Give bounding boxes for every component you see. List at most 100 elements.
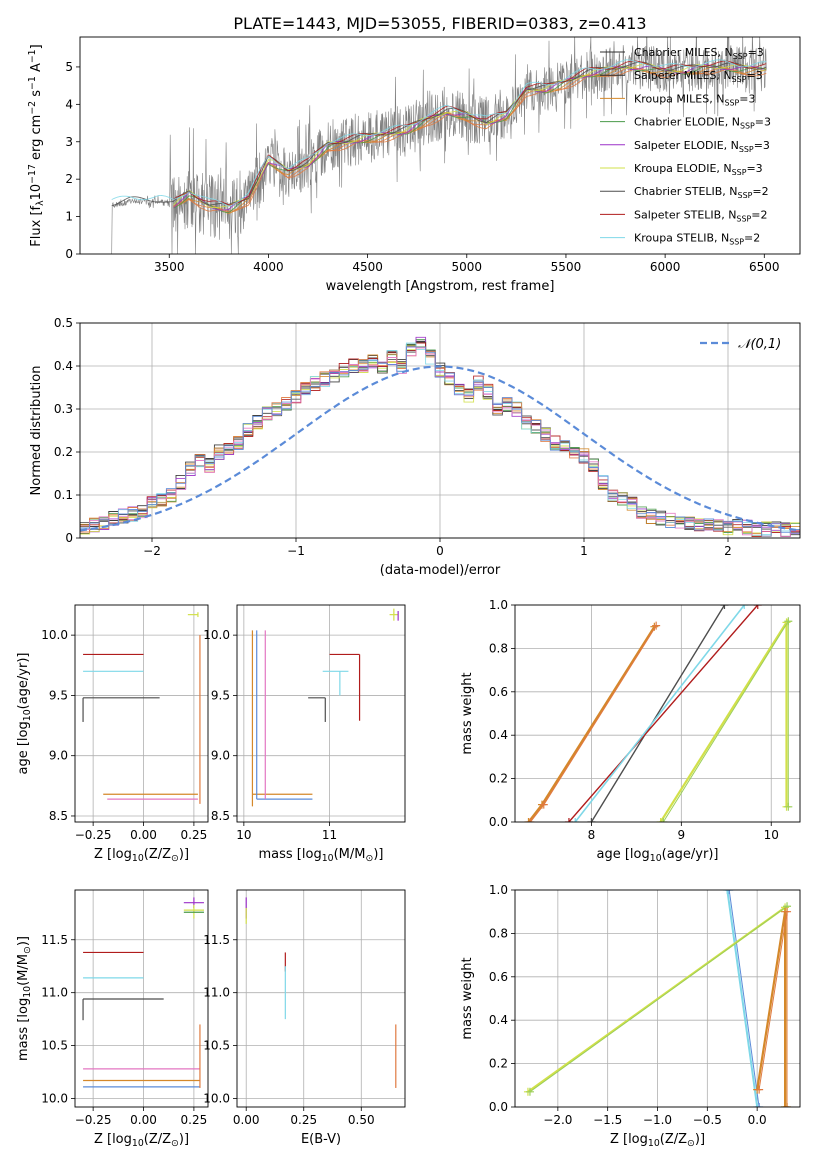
gaussian-legend-label: 𝒩(0,1): [738, 337, 781, 352]
spectrum-axes: 3500 4000 4500 5000 5500 6000 6500 0 1 2 3 4 5 wavele…: [27, 36, 801, 294]
mass-weight-marker: [723, 890, 732, 894]
spectrum-model-line: [173, 67, 767, 213]
age-vs-Z-xtick-label: 0.00: [130, 828, 157, 842]
age-vs-mass-ytick-label: 8.5: [211, 809, 230, 823]
age-vs-Z-ylabel: age [log10(age/yr)]: [16, 653, 33, 775]
massweight-vs-Z-xtick-label: −0.5: [693, 1113, 722, 1127]
age-vs-mass-xlabel: mass [log10(M/M⊙)]: [259, 847, 384, 864]
spectrum-ytick-label: 3: [65, 135, 73, 149]
legend-entry: Kroupa MILES, NSSP=3: [634, 92, 755, 107]
massweight-vs-age-xtick-label: 10: [764, 828, 779, 842]
massweight-vs-age-ytick-label: 1.0: [489, 598, 508, 612]
mass-vs-Z-ytick-label: 10.0: [41, 1092, 68, 1106]
massweight-vs-Z-xlabel: Z [log10(Z/Z⊙)]: [610, 1132, 705, 1149]
mass-weight-marker: [526, 818, 535, 822]
mass-vs-EBV-xtick-label: 0.00: [233, 1113, 260, 1127]
age-vs-Z-ytick-label: 9.5: [49, 688, 68, 702]
mass-vs-Z-plot-area: [82, 897, 204, 1088]
figure-title: PLATE=1443, MJD=53055, FIBERID=0383, z=0…: [233, 14, 646, 33]
age-vs-Z-xtick-label: 0.25: [181, 828, 208, 842]
age-vs-Z-plot-area: [82, 612, 201, 804]
massweight-vs-age-ytick-label: 0.8: [489, 641, 508, 655]
residuals-xtick-label: −1: [287, 544, 305, 558]
mass-weight-line: [529, 905, 788, 1107]
mass-vs-EBV-xlabel: E(B-V): [301, 1132, 341, 1147]
age-vs-Z-ytick-label: 10.0: [41, 628, 68, 642]
massweight-vs-age-frame: [514, 604, 801, 823]
mass-weight-marker: [720, 605, 729, 609]
residual-histogram-series: [80, 346, 800, 538]
massweight-vs-Z-ytick-label: 0.4: [489, 1013, 508, 1027]
legend-entry: Kroupa ELODIE, NSSP=3: [634, 162, 763, 177]
age-vs-mass-axes: 10 11 8.5 9.0 9.5 10.0 mass [log10(M/M⊙)]: [203, 604, 406, 864]
residuals-xtick-label: 0: [436, 544, 444, 558]
mass-vs-Z-ytick-label: 11.0: [41, 986, 68, 1000]
spectrum-xtick-label: 5000: [452, 260, 483, 274]
spectrum-xtick-label: 4000: [253, 260, 284, 274]
mass-vs-EBV-xtick-label: 0.25: [290, 1113, 317, 1127]
residuals-ylabel: Normed distribution: [29, 366, 44, 496]
age-vs-Z-ytick-label: 9.0: [49, 749, 68, 763]
massweight-vs-Z-ytick-label: 0.2: [489, 1057, 508, 1071]
residuals-xtick-label: −2: [143, 544, 161, 558]
residuals-plot-area: [80, 336, 800, 538]
errorbar-point: [389, 608, 399, 621]
mass-weight-line: [758, 911, 788, 1107]
errorbar-point: [256, 630, 313, 800]
spectrum-legend: Chabrier MILES, NSSP=3 Salpeter MILES, NS…: [600, 46, 771, 247]
errorbar-point: [82, 998, 164, 1021]
massweight-vs-Z-ytick-label: 1.0: [489, 883, 508, 897]
spectrum-ylabel: Flux [fλ10−17 erg cm−2 s−1 A−1]: [27, 44, 46, 246]
massweight-vs-age-ytick-label: 0.6: [489, 685, 508, 699]
mass-weight-marker: [781, 1103, 790, 1107]
legend-entry: Chabrier ELODIE, NSSP=3: [634, 116, 771, 131]
massweight-vs-Z-axes: −2.0 −1.5 −1.0 −0.5 0.0 0.0 0.2 0.4 0.6 0.8 1.0 Z […: [460, 883, 801, 1149]
mass-vs-EBV-frame: [236, 889, 406, 1108]
mass-vs-EBV-xtick-label: 0.50: [348, 1113, 375, 1127]
mass-vs-EBV-ytick-label: 10.0: [203, 1092, 230, 1106]
spectrum-xtick-label: 6000: [650, 260, 681, 274]
residuals-ytick-label: 0.4: [54, 359, 73, 373]
mass-weight-line: [659, 618, 788, 822]
mass-weight-marker: [659, 818, 668, 822]
mass-weight-marker: [571, 818, 580, 822]
mass-vs-Z-xtick-label: −0.25: [75, 1113, 112, 1127]
mass-vs-Z-xtick-label: 0.25: [181, 1113, 208, 1127]
massweight-vs-age-xtick-label: 9: [678, 828, 686, 842]
mass-weight-marker: [783, 907, 792, 916]
legend-entry: Salpeter MILES, NSSP=3: [634, 69, 763, 84]
massweight-vs-Z-plot-area: [523, 890, 792, 1107]
spectrum-ytick-label: 4: [65, 97, 73, 111]
age-vs-Z-axes: −0.25 0.00 0.25 8.5 9.0 9.5 10.0 Z [log10(Z/Z⊙)…: [16, 604, 209, 864]
spectrum-ytick-label: 2: [65, 172, 73, 186]
massweight-vs-age-ytick-label: 0.4: [489, 728, 508, 742]
mass-weight-marker: [755, 1085, 764, 1094]
massweight-vs-Z-ylabel: mass weight: [460, 957, 475, 1039]
spectrum-model-line: [173, 64, 767, 214]
mass-weight-line: [728, 890, 760, 1107]
spectrum-model-line: [173, 60, 767, 206]
massweight-vs-Z-ytick-label: 0.8: [489, 926, 508, 940]
mass-weight-marker: [783, 1103, 792, 1107]
spectrum-frame: [79, 36, 801, 255]
mass-weight-marker: [753, 605, 762, 609]
massweight-vs-Z-xtick-label: −2.0: [543, 1113, 572, 1127]
mass-vs-EBV-ytick-label: 11.5: [203, 933, 230, 947]
legend-entry: Salpeter STELIB, NSSP=2: [634, 208, 767, 223]
massweight-vs-age-ytick-label: 0.0: [489, 815, 508, 829]
massweight-vs-Z-xtick-label: 0.0: [748, 1113, 767, 1127]
residuals-xtick-label: 1: [580, 544, 588, 558]
mass-weight-marker: [652, 621, 661, 630]
mass-vs-Z-xtick-label: 0.00: [130, 1113, 157, 1127]
mass-weight-line: [574, 605, 745, 822]
mass-weight-marker: [740, 605, 749, 609]
massweight-vs-age-ylabel: mass weight: [460, 672, 475, 754]
age-vs-mass-xtick-label: 10: [236, 828, 251, 842]
mass-weight-marker: [525, 1087, 534, 1096]
age-vs-mass-xtick-label: 11: [322, 828, 337, 842]
gaussian-curve: [80, 365, 800, 532]
mass-weight-marker: [587, 818, 596, 822]
mass-weight-line: [568, 605, 759, 822]
massweight-vs-Z-xtick-label: −1.0: [643, 1113, 672, 1127]
